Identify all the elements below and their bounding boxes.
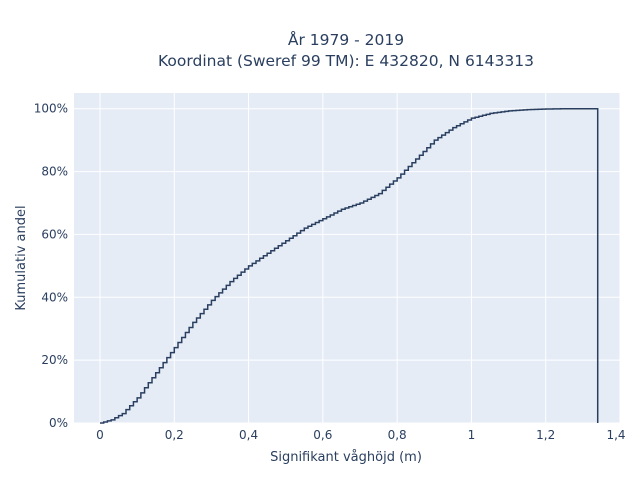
y-axis-title: Kumulativ andel — [14, 205, 29, 310]
x-tick-label: 0,8 — [388, 428, 407, 442]
x-axis-ticks: 0 0,2 0,4 0,6 0,8 1 1,2 1,4 — [96, 428, 625, 442]
cdf-step-line — [100, 107, 599, 424]
y-tick-label: 80% — [41, 165, 68, 179]
chart-title-line1: År 1979 - 2019 — [288, 30, 404, 49]
y-axis-ticks: 0% 20% 40% 60% 80% 100% — [34, 102, 68, 430]
y-tick-label: 60% — [41, 227, 68, 241]
y-tick-label: 100% — [34, 102, 68, 116]
x-tick-label: 0,6 — [313, 428, 332, 442]
x-tick-label: 1,2 — [536, 428, 555, 442]
x-tick-label: 1 — [468, 428, 476, 442]
y-tick-label: 40% — [41, 290, 68, 304]
x-tick-label: 0,4 — [239, 428, 258, 442]
grid — [74, 93, 621, 424]
x-tick-label: 0,2 — [165, 428, 184, 442]
x-tick-label: 0 — [96, 428, 104, 442]
x-tick-label: 1,4 — [606, 428, 625, 442]
x-axis-title: Signifikant våghöjd (m) — [270, 450, 422, 465]
plot-area — [74, 93, 620, 423]
y-tick-label: 20% — [41, 353, 68, 367]
chart-title-line2: Koordinat (Sweref 99 TM): E 432820, N 61… — [158, 52, 534, 70]
y-tick-label: 0% — [49, 416, 68, 430]
